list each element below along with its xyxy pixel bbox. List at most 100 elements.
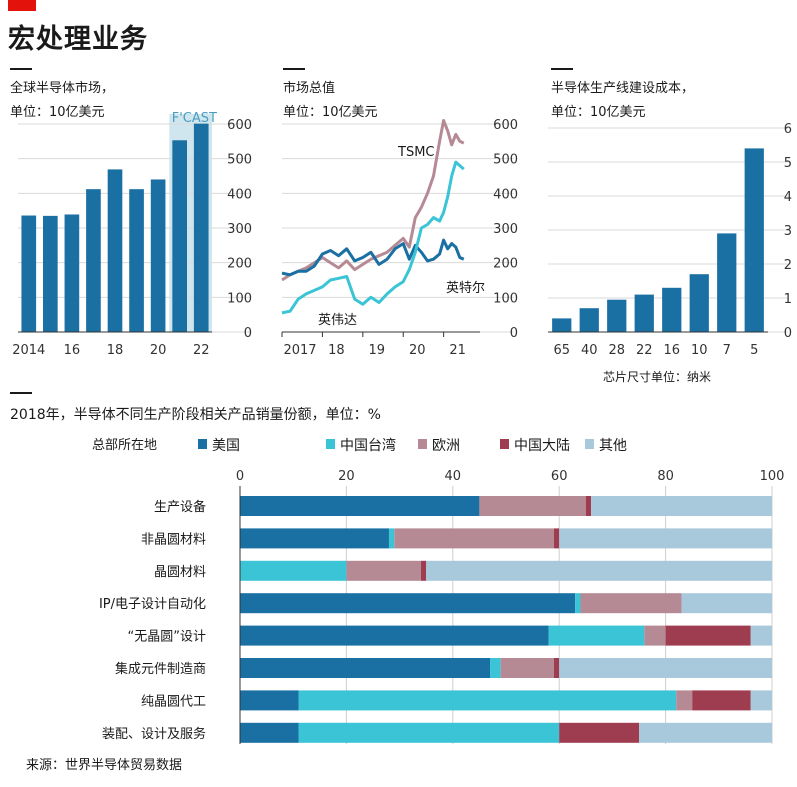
row-label: IP/电子设计自动化: [99, 597, 206, 612]
x-tick-label: 7: [723, 343, 731, 358]
y-tick-label: 300: [227, 222, 252, 237]
x-tick-label: 18: [328, 343, 345, 358]
stacked-segment: [559, 722, 639, 743]
stacked-segment: [388, 528, 395, 549]
bar: [689, 274, 709, 332]
y-tick-label: 100: [227, 291, 252, 306]
stacked-segment: [553, 658, 560, 678]
stacked-segment: [559, 658, 772, 678]
y-tick-label: 2: [784, 258, 792, 273]
legend-label: 中国台湾: [340, 437, 396, 454]
x-tick-label: 28: [608, 343, 625, 358]
series-label: 英伟达: [318, 313, 357, 328]
y-tick-label: 200: [493, 257, 518, 272]
stacked-segment: [681, 593, 772, 614]
bar: [662, 287, 682, 332]
page-title: 宏处理业务: [8, 24, 148, 55]
x-tick-label: 10: [691, 343, 708, 358]
legend-swatch: [418, 439, 427, 449]
x-tick-label: 2014: [12, 343, 45, 358]
stacked-segment: [240, 658, 491, 678]
share-stacked-bar-chart: 总部所在地 美国 中国台湾 欧洲 中国大陆 其他 0 20 40 60 80 100 生产设备非晶圆材料…: [92, 437, 785, 744]
stacked-segment: [240, 722, 299, 743]
stacked-segment: [394, 528, 554, 549]
x-tick-label: 21: [449, 343, 466, 358]
bar: [634, 294, 654, 332]
chart2-title: 市场总值: [283, 81, 336, 96]
stacked-segment: [559, 528, 772, 549]
x-tick-label: 16: [663, 343, 680, 358]
x-tick-label: 18: [107, 343, 124, 358]
stacked-segment: [644, 625, 666, 646]
stacked-segment: [548, 625, 645, 646]
stacked-segment: [750, 625, 772, 646]
stacked-segment: [298, 690, 677, 711]
x-tick-label: 40: [445, 469, 462, 484]
stacked-segment: [692, 690, 751, 711]
stacked-segment: [240, 593, 576, 614]
series-label: TSMC: [397, 145, 435, 160]
series-line: [281, 160, 465, 315]
y-tick-label: 400: [227, 187, 252, 202]
row-label: 晶圆材料: [154, 565, 206, 580]
bar: [107, 169, 123, 332]
x-tick-label: 22: [636, 343, 653, 358]
x-tick-label: 100: [760, 469, 785, 484]
stacked-segment: [665, 625, 751, 646]
chart3-unit: 单位：10亿美元: [551, 105, 646, 120]
y-tick-label: 600: [227, 118, 252, 133]
stacked-segment: [240, 625, 549, 646]
legend-label: 中国大陆: [514, 438, 570, 454]
x-tick-label: 16: [64, 343, 81, 358]
stacked-segment: [553, 528, 560, 549]
y-tick-label: 0: [784, 326, 792, 341]
row-label: “无晶圆”设计: [128, 630, 206, 645]
chart1-title: 全球半导体市场，: [10, 81, 115, 96]
legend-swatch: [198, 439, 207, 449]
stacked-segment: [426, 560, 772, 581]
y-tick-label: 500: [227, 153, 252, 168]
stacked-segment: [479, 496, 586, 516]
stacked-segment: [585, 496, 592, 516]
bar: [64, 214, 80, 332]
series-label: 英特尔: [446, 281, 485, 296]
bar: [43, 215, 58, 332]
bar: [172, 140, 187, 332]
y-tick-label: 500: [493, 153, 518, 168]
chart4-title: 2018年，半导体不同生产阶段相关产品销量份额，单位：%: [10, 407, 381, 423]
stacked-segment: [420, 560, 427, 581]
panel-rule: [10, 392, 32, 394]
row-label: 生产设备: [154, 499, 206, 515]
x-tick-label: 5: [750, 343, 758, 358]
forecast-label: F'CAST: [172, 111, 217, 126]
x-tick-label: 20: [338, 469, 355, 484]
x-tick-label: 65: [553, 343, 570, 358]
market-value-line-chart: 0 100 200 300 400 500 600 2017 18 19 20 21 TSMC 英特尔英伟…: [281, 118, 518, 358]
stacked-segment: [240, 560, 347, 581]
stacked-segment: [240, 690, 299, 711]
x-tick-label: 19: [369, 343, 386, 358]
bar: [744, 148, 764, 332]
y-tick-label: 3: [784, 224, 792, 239]
legend-title: 总部所在地: [92, 438, 157, 453]
chart2-unit: 单位：10亿美元: [283, 105, 378, 120]
stacked-segment: [500, 658, 554, 678]
brand-red-bar: [8, 0, 36, 11]
legend-label: 欧洲: [432, 438, 460, 454]
stacked-segment: [750, 690, 772, 711]
bar: [607, 299, 627, 332]
bar: [717, 233, 737, 332]
bar: [21, 215, 37, 332]
chart1-unit: 单位：10亿美元: [10, 105, 105, 120]
y-tick-label: 1: [784, 292, 792, 307]
bar: [193, 123, 209, 332]
x-tick-label: 40: [581, 343, 598, 358]
y-tick-label: 300: [493, 222, 518, 237]
panel-rule: [283, 68, 305, 70]
y-tick-label: 6: [784, 122, 792, 137]
chart3-xlabel: 芯片尺寸单位：纳米: [603, 370, 712, 384]
y-tick-label: 4: [784, 190, 792, 205]
legend-swatch: [326, 439, 335, 449]
y-tick-label: 400: [493, 187, 518, 202]
